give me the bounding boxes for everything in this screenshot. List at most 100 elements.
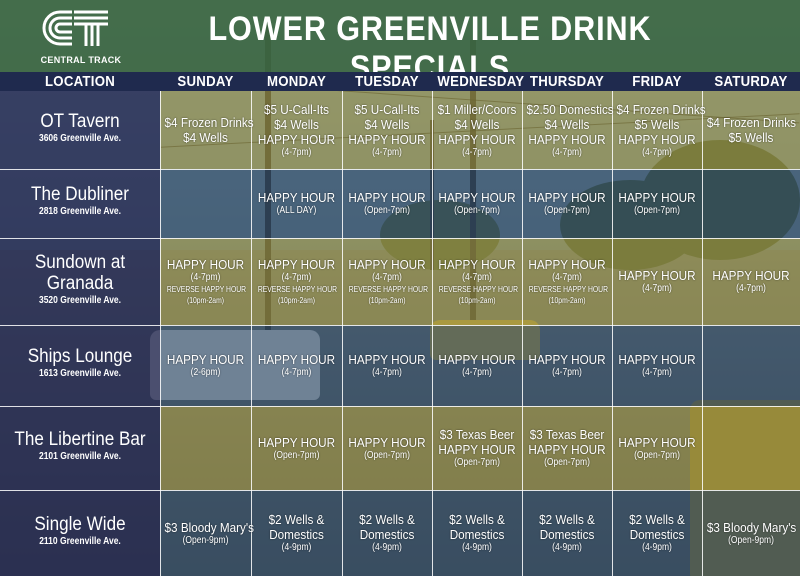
column-divider: [702, 91, 703, 576]
special-cell-saturday: HAPPY HOUR (4-7pm): [702, 268, 800, 295]
special-cell-friday: HAPPY HOUR (4-7pm): [612, 352, 702, 379]
special-line: HAPPY HOUR: [438, 257, 516, 272]
special-cell-thursday: $2.50 Domestics $4 Wells HAPPY HOUR (4-7pm): [522, 101, 614, 159]
column-header-friday: FRIDAY: [632, 73, 682, 90]
special-line: (Open-7pm): [634, 205, 680, 216]
row-band: [160, 490, 800, 576]
column-header-row: LOCATION SUNDAY MONDAY TUESDAY WEDNESDAY…: [0, 72, 800, 91]
special-line: (4-7pm): [552, 272, 582, 283]
special-cell-monday: $2 Wells & Domestics (4-9pm): [251, 512, 342, 554]
row-band: [160, 91, 800, 169]
special-line: (4-7pm): [736, 283, 766, 294]
special-cell-sunday: $4 Frozen Drinks $4 Wells: [160, 115, 254, 145]
special-cell-wednesday: HAPPY HOUR (4-7pm): [432, 352, 522, 379]
row-band: [160, 406, 800, 490]
special-line: $2 Wells &: [539, 512, 595, 527]
special-cell-friday: HAPPY HOUR (Open-7pm): [612, 190, 702, 217]
brand-name: CENTRAL TRACK: [40, 55, 122, 65]
special-line: HAPPY HOUR: [618, 190, 696, 205]
special-cell-monday: $5 U-Call-Its $4 Wells HAPPY HOUR (4-7pm): [251, 102, 342, 159]
special-cell-friday: HAPPY HOUR (Open-7pm): [612, 435, 702, 462]
special-line: (10pm-2am): [368, 296, 406, 305]
special-line: $4 Wells: [274, 116, 319, 132]
special-line: $2 Wells &: [268, 512, 325, 527]
special-line: (10pm-2am): [548, 296, 586, 305]
special-line: HAPPY HOUR: [257, 434, 336, 450]
location-cell: The Dubliner 2818 Greenville Ave.: [0, 184, 160, 219]
column-header-wednesday: WEDNESDAY: [437, 73, 525, 90]
special-line: (2-6pm): [190, 367, 221, 378]
special-line: Domestics: [359, 527, 415, 542]
special-line: $3 Texas Beer: [439, 427, 515, 442]
special-cell-wednesday: HAPPY HOUR (4-7pm) REVERSE HAPPY HOUR (10pm…: [432, 257, 522, 306]
special-line: (4-7pm): [642, 146, 672, 158]
special-line: $2.50 Domestics: [526, 101, 614, 117]
special-cell-monday: HAPPY HOUR (4-7pm) REVERSE HAPPY HOUR (10pm…: [251, 257, 342, 306]
special-cell-monday: HAPPY HOUR (4-7pm): [251, 352, 342, 379]
special-line: (4-7pm): [642, 367, 672, 378]
location-cell: The Libertine Bar 2101 Greenville Ave.: [0, 429, 160, 464]
special-line: $2 Wells &: [359, 512, 415, 527]
special-line: $5 U-Call-Its: [354, 101, 420, 117]
special-cell-wednesday: HAPPY HOUR (Open-7pm): [432, 190, 522, 217]
special-cell-tuesday: HAPPY HOUR (Open-7pm): [342, 190, 432, 217]
special-line: (Open-7pm): [454, 457, 500, 468]
special-line: (4-7pm): [462, 146, 492, 158]
special-line: HAPPY HOUR: [528, 190, 606, 205]
central-track-logo: [42, 10, 108, 46]
bar-address: 1613 Greenville Ave.: [38, 368, 122, 379]
row-divider: [0, 325, 800, 326]
special-line: REVERSE HAPPY HOUR: [348, 285, 428, 294]
special-line: HAPPY HOUR: [438, 352, 516, 367]
special-line: HAPPY HOUR: [528, 442, 606, 457]
column-header-tuesday: TUESDAY: [355, 73, 419, 90]
row-divider: [0, 490, 800, 491]
special-cell-tuesday: HAPPY HOUR (4-7pm): [342, 352, 432, 379]
location-column-background: [0, 91, 160, 576]
column-header-location: LOCATION: [44, 73, 116, 90]
special-line: HAPPY HOUR: [528, 352, 606, 367]
special-cell-thursday: HAPPY HOUR (4-7pm) REVERSE HAPPY HOUR (10pm…: [522, 257, 612, 306]
special-cell-thursday: HAPPY HOUR (Open-7pm): [522, 190, 612, 217]
special-line: REVERSE HAPPY HOUR: [257, 285, 338, 294]
column-divider: [432, 91, 433, 576]
special-line: HAPPY HOUR: [257, 352, 336, 367]
special-cell-tuesday: $2 Wells & Domestics (4-9pm): [342, 512, 432, 554]
special-line: (10pm-2am): [186, 296, 225, 305]
special-line: $3 Texas Beer: [529, 427, 605, 442]
column-header-monday: MONDAY: [266, 73, 327, 90]
special-line: HAPPY HOUR: [348, 131, 426, 147]
bar-name: The Libertine Bar: [14, 428, 146, 450]
special-line: (4-7pm): [642, 283, 672, 294]
special-line: $3 Bloody Mary's: [164, 519, 254, 535]
special-line: HAPPY HOUR: [348, 190, 426, 205]
column-divider: [522, 91, 523, 576]
special-line: $4 Wells: [454, 116, 500, 132]
special-line: (10pm-2am): [277, 296, 316, 305]
special-cell-thursday: $3 Texas Beer HAPPY HOUR (Open-7pm): [522, 427, 612, 469]
special-line: HAPPY HOUR: [166, 352, 245, 367]
special-line: (Open-7pm): [364, 449, 410, 461]
special-line: $2 Wells &: [629, 512, 685, 527]
special-line: HAPPY HOUR: [348, 434, 426, 450]
bar-name: OT Tavern: [40, 110, 120, 132]
special-line: HAPPY HOUR: [166, 257, 245, 272]
special-cell-tuesday: HAPPY HOUR (4-7pm) REVERSE HAPPY HOUR (10pm…: [342, 257, 432, 306]
row-divider: [0, 169, 800, 170]
special-line: (4-7pm): [372, 146, 402, 158]
column-divider: [342, 91, 343, 576]
special-line: Domestics: [269, 527, 324, 542]
special-line: HAPPY HOUR: [348, 257, 426, 272]
special-line: (Open-7pm): [364, 205, 410, 216]
special-line: Domestics: [449, 527, 505, 542]
bar-address: 3520 Greenville Ave.: [38, 294, 122, 306]
special-line: HAPPY HOUR: [712, 268, 790, 283]
special-line: (Open-7pm): [454, 205, 500, 216]
special-line: HAPPY HOUR: [257, 131, 336, 147]
special-line: (Open-9pm): [728, 534, 774, 546]
column-divider: [160, 91, 161, 576]
header-banner: CENTRAL TRACK LOWER GREENVILLE DRINK SPE…: [0, 0, 800, 87]
special-line: (4-7pm): [281, 272, 312, 283]
special-cell-friday: $2 Wells & Domestics (4-9pm): [612, 512, 702, 554]
location-cell: OT Tavern 3606 Greenville Ave.: [0, 111, 160, 146]
